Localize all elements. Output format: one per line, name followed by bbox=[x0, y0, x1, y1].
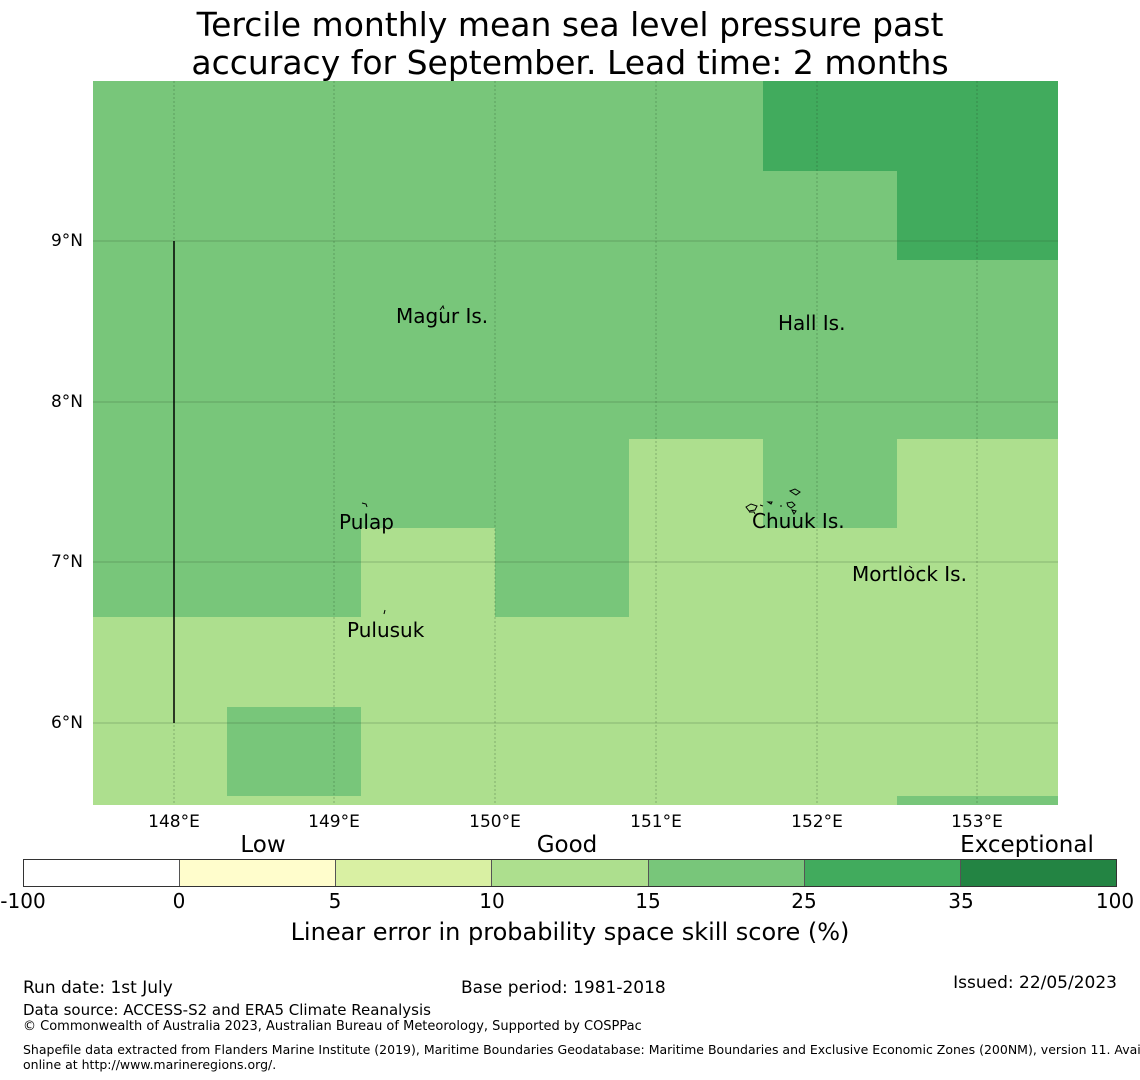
lat-label-9N: 9°N bbox=[50, 231, 83, 251]
island-outlines bbox=[361, 304, 913, 615]
colorbar-label: Linear error in probability space skill … bbox=[290, 918, 850, 946]
island-chuuk-5 bbox=[788, 488, 801, 496]
colorbar-segment bbox=[492, 860, 649, 886]
island-chuuk-3 bbox=[766, 501, 773, 505]
data-source: Data source: ACCESS-S2 and ERA5 Climate … bbox=[23, 1001, 431, 1019]
skill-cell bbox=[629, 439, 763, 617]
colorbar-segment bbox=[24, 860, 181, 886]
island-magur bbox=[439, 304, 445, 311]
shapefile-credit-line-1: Shapefile data extracted from Flanders M… bbox=[23, 1042, 1140, 1057]
shapefile-credit-line-2: online at http://www.marineregions.org/. bbox=[23, 1057, 277, 1072]
base-period: Base period: 1981-2018 bbox=[461, 978, 666, 998]
lat-label-6N: 6°N bbox=[50, 713, 83, 733]
colorbar-tick: 15 bbox=[635, 889, 661, 913]
lon-label-150E: 150°E bbox=[469, 812, 521, 832]
skill-cell bbox=[763, 528, 1058, 617]
place-pulap: Pulap bbox=[339, 510, 394, 534]
colorbar-segment bbox=[336, 860, 493, 886]
colorbar-tick: 100 bbox=[1095, 889, 1135, 913]
colorbar-segment bbox=[648, 860, 805, 886]
colorbar-category-low: Low bbox=[240, 832, 286, 858]
place-hall: Hall Is. bbox=[778, 311, 846, 335]
island-chuuk-1 bbox=[745, 503, 758, 512]
lat-label-8N: 8°N bbox=[50, 392, 83, 412]
colorbar-segment bbox=[960, 860, 1116, 886]
skill-cell bbox=[897, 439, 1058, 528]
island-chuuk-2 bbox=[749, 511, 756, 515]
island-chuuk-6 bbox=[786, 501, 796, 509]
lat-label-7N: 7°N bbox=[50, 552, 83, 572]
place-chuuk: Chuuk Is. bbox=[752, 509, 845, 533]
island-pulap bbox=[361, 502, 368, 508]
colorbar-segment bbox=[804, 860, 961, 886]
copyright: © Commonwealth of Australia 2023, Austra… bbox=[23, 1019, 642, 1034]
island-chuuk-7 bbox=[791, 509, 797, 515]
island-pulusuk bbox=[383, 609, 386, 615]
skill-cell bbox=[495, 528, 629, 617]
skill-cells bbox=[93, 81, 1058, 805]
lon-label-153E: 153°E bbox=[951, 812, 1003, 832]
skill-cell bbox=[763, 81, 1058, 171]
colorbar-tick: 0 bbox=[172, 889, 186, 913]
chart-title: Tercile monthly mean sea level pressure … bbox=[0, 6, 1140, 82]
island-mortlock bbox=[908, 565, 913, 569]
colorbar-segment bbox=[180, 860, 337, 886]
skill-cell bbox=[361, 528, 495, 617]
skill-cell bbox=[227, 707, 361, 796]
place-mortlock: Mortlock Is. bbox=[852, 562, 967, 586]
place-pulusuk: Pulusuk bbox=[347, 618, 425, 642]
lon-label-152E: 152°E bbox=[791, 812, 843, 832]
colorbar-tick: 25 bbox=[791, 889, 817, 913]
lon-label-149E: 149°E bbox=[308, 812, 360, 832]
colorbar bbox=[23, 859, 1117, 887]
run-date: Run date: 1st July bbox=[23, 978, 173, 998]
issued-date: Issued: 22/05/2023 bbox=[953, 973, 1117, 993]
colorbar-category-exceptional: Exceptional bbox=[960, 832, 1094, 858]
colorbar-tick: -100 bbox=[0, 889, 46, 913]
colorbar-tick: 35 bbox=[948, 889, 974, 913]
graticule bbox=[93, 81, 1058, 805]
place-magur: Magur Is. bbox=[396, 304, 489, 328]
colorbar-tick: 5 bbox=[328, 889, 342, 913]
colorbar-tick: 10 bbox=[479, 889, 505, 913]
skill-cell bbox=[897, 171, 1058, 260]
skill-cell bbox=[897, 796, 1058, 805]
title-line-2: accuracy for September. Lead time: 2 mon… bbox=[191, 43, 949, 82]
colorbar-category-good: Good bbox=[536, 832, 598, 858]
lon-label-148E: 148°E bbox=[148, 812, 200, 832]
title-line-1: Tercile monthly mean sea level pressure … bbox=[196, 5, 944, 44]
island-chuuk-8 bbox=[759, 504, 764, 507]
lon-label-151E: 151°E bbox=[630, 812, 682, 832]
